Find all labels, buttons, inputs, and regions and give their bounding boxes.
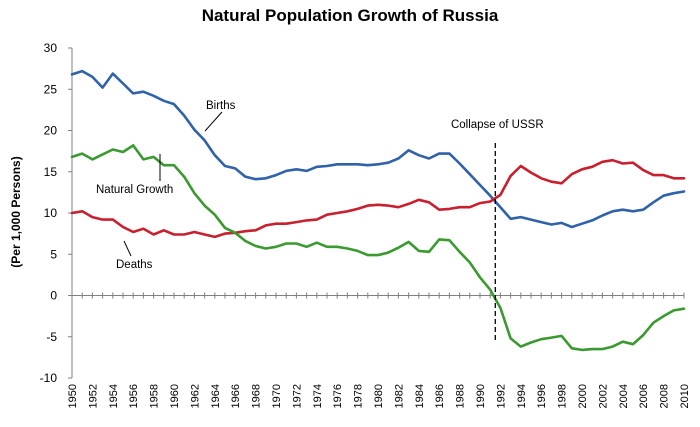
series-layer bbox=[70, 69, 686, 352]
deaths-label: Deaths bbox=[116, 259, 153, 271]
x-tick-label: 1952 bbox=[87, 384, 99, 408]
x-tick-label: 1950 bbox=[67, 384, 79, 408]
x-tick-label: 1970 bbox=[271, 384, 283, 408]
x-tick-label: 1972 bbox=[291, 384, 303, 408]
x-tick-label: 1968 bbox=[251, 384, 263, 408]
x-tick-label: 1964 bbox=[210, 384, 222, 408]
deaths-callout-line bbox=[123, 240, 132, 257]
x-tick-label: 2000 bbox=[577, 384, 589, 408]
x-tick-label: 1954 bbox=[108, 384, 120, 408]
births-callout-line bbox=[204, 111, 223, 132]
y-tick-label: 15 bbox=[44, 165, 58, 179]
x-tick-label: 1978 bbox=[353, 384, 365, 408]
x-tick-label: 1974 bbox=[312, 384, 324, 408]
series-line-births bbox=[70, 69, 686, 229]
x-tick-label: 2002 bbox=[597, 384, 609, 408]
x-tick-label: 1976 bbox=[332, 384, 344, 408]
x-tick-label: 1998 bbox=[557, 384, 569, 408]
x-tick-label: 1990 bbox=[475, 384, 487, 408]
y-tick-label: -10 bbox=[40, 371, 58, 385]
x-tick-label: 1984 bbox=[414, 384, 426, 408]
collapse-label: Collapse of USSR bbox=[451, 119, 544, 131]
x-tick-label: 2008 bbox=[659, 384, 671, 408]
x-tick-label: 1992 bbox=[495, 384, 507, 408]
x-tick-label: 2010 bbox=[679, 384, 691, 408]
y-tick-label: -5 bbox=[46, 330, 57, 344]
x-tick-label: 1966 bbox=[230, 384, 242, 408]
y-tick-label: 25 bbox=[44, 82, 58, 96]
y-tick-label: 0 bbox=[50, 289, 57, 303]
x-tick-label: 1996 bbox=[536, 384, 548, 408]
x-tick-label: 1958 bbox=[149, 384, 161, 408]
births-label: Births bbox=[206, 100, 236, 112]
x-tick-label: 2006 bbox=[638, 384, 650, 408]
x-tick-label: 1960 bbox=[169, 384, 181, 408]
chart-title: Natural Population Growth of Russia bbox=[201, 6, 499, 25]
y-tick-label: 30 bbox=[44, 41, 58, 55]
x-tick-label: 1962 bbox=[189, 384, 201, 408]
growth-label: Natural Growth bbox=[96, 184, 173, 196]
x-tick-label: 1988 bbox=[455, 384, 467, 408]
x-tick-label: 2004 bbox=[618, 384, 630, 408]
y-tick-label: 10 bbox=[44, 206, 58, 220]
series-line-natural-growth bbox=[70, 144, 686, 352]
x-tick-label: 1980 bbox=[373, 384, 385, 408]
axes: -10 -5 0 5 10 15 20 25 30 1950 1952 1954 1956 1958 196… bbox=[40, 41, 691, 408]
x-tick-label: 1994 bbox=[516, 384, 528, 408]
x-tick-label: 1982 bbox=[393, 384, 405, 408]
y-tick-label: 5 bbox=[50, 247, 57, 261]
series-line-deaths bbox=[70, 158, 686, 239]
x-tick-label: 1956 bbox=[128, 384, 140, 408]
x-tick-label: 1986 bbox=[434, 384, 446, 408]
y-tick-label: 20 bbox=[44, 124, 58, 138]
annotation-layer: Collapse of USSR Births Natural Growth Deat… bbox=[96, 100, 544, 341]
y-axis-title: (Per 1,000 Persons) bbox=[9, 156, 23, 267]
